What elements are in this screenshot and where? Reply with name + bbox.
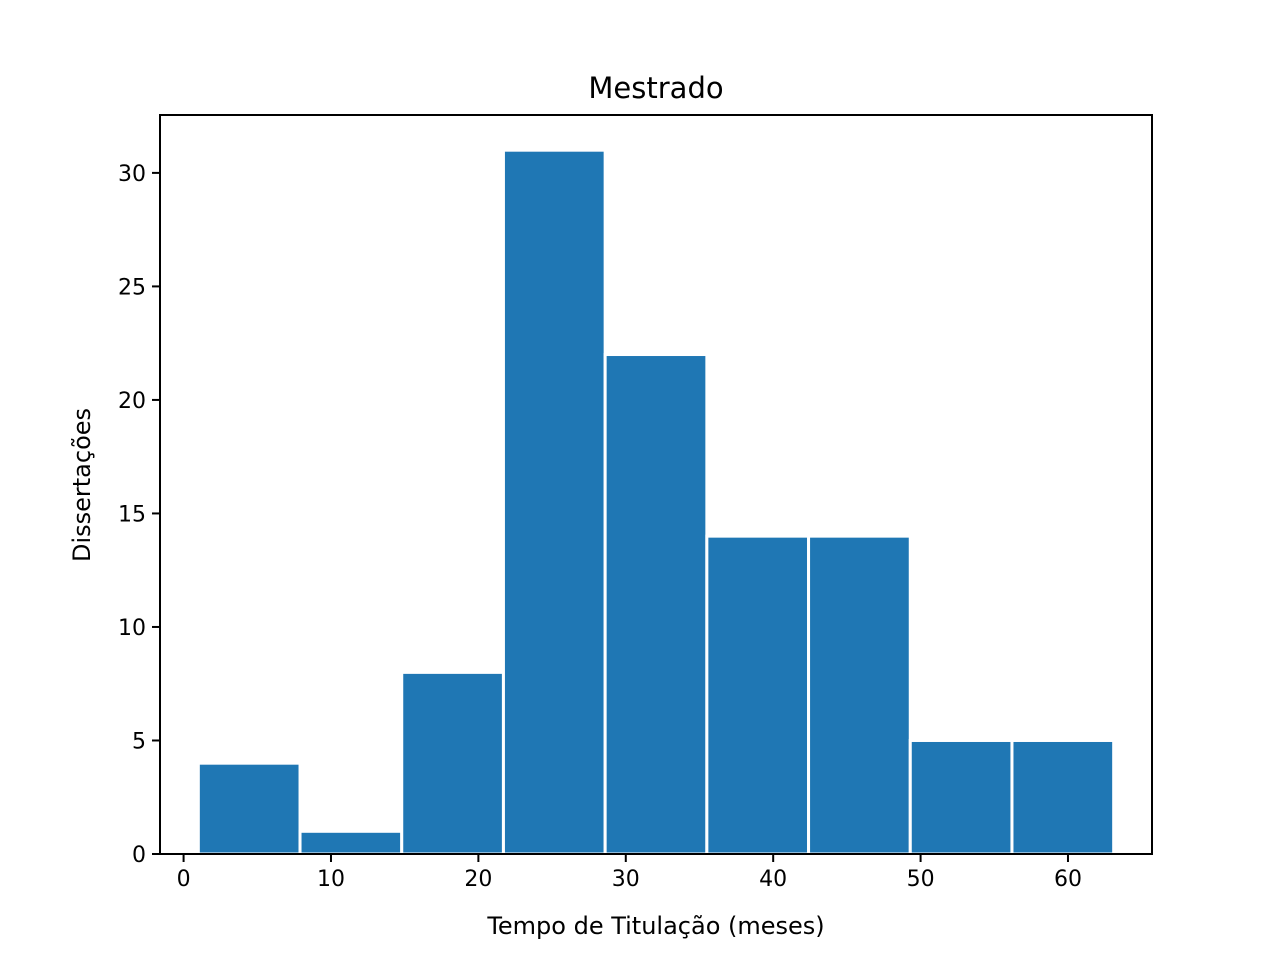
histogram-bar: [705, 534, 811, 856]
histogram-bar: [807, 534, 912, 856]
x-axis-ticks: 0 10 20 30 40 50 60: [177, 854, 1082, 892]
plot-frame: [159, 114, 1153, 855]
y-tick-label: 20: [118, 389, 146, 414]
y-axis-ticks: 0 5 10 15 20 25 30: [118, 162, 160, 868]
bars-group: [196, 148, 1116, 856]
histogram-bar: [298, 829, 404, 856]
x-tick-label: 50: [907, 867, 935, 892]
x-tick-label: 40: [759, 867, 787, 892]
histogram-bar: [196, 761, 302, 856]
x-tick-label: 20: [464, 867, 492, 892]
y-tick-label: 30: [118, 162, 146, 187]
chart-title: Mestrado: [588, 71, 723, 105]
y-axis-label: Dissertações: [68, 408, 96, 562]
histogram-bar: [1010, 738, 1116, 856]
x-tick-label: 60: [1054, 867, 1082, 892]
y-tick-label: 15: [118, 502, 146, 527]
x-axis-label: Tempo de Titulação (meses): [486, 912, 824, 940]
x-tick-label: 30: [612, 867, 640, 892]
x-tick-label: 10: [317, 867, 345, 892]
histogram-bar: [908, 738, 1014, 856]
histogram-bar: [501, 148, 607, 856]
y-tick-label: 10: [118, 616, 146, 641]
y-tick-label: 0: [132, 843, 146, 868]
x-tick-label: 0: [177, 867, 191, 892]
y-tick-label: 25: [118, 275, 146, 300]
y-tick-label: 5: [132, 729, 146, 754]
histogram-bar: [603, 353, 709, 856]
histogram-bar: [400, 670, 505, 856]
